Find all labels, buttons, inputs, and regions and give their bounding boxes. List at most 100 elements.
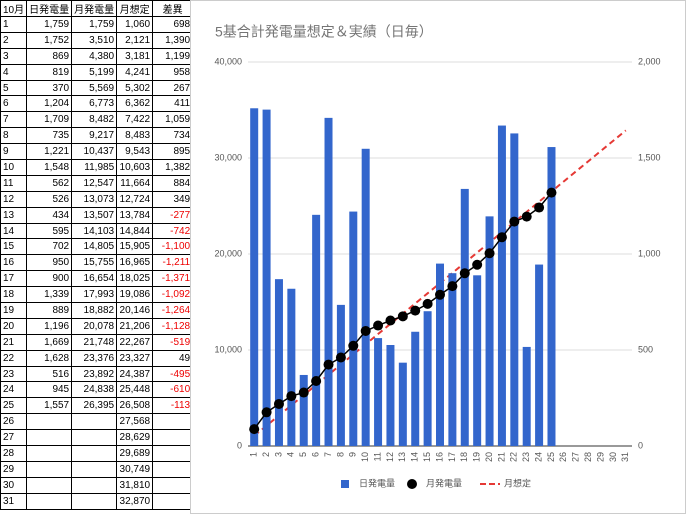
- cell: [71, 476, 118, 494]
- cell: [152, 413, 194, 431]
- cell: 18: [0, 286, 28, 304]
- bar: [324, 117, 333, 446]
- cell: 10: [0, 159, 28, 176]
- cell: 6,773: [71, 95, 118, 113]
- cell: 735: [26, 127, 73, 145]
- bar: [460, 188, 469, 447]
- cell: 1,557: [26, 397, 73, 415]
- cell: 702: [26, 238, 73, 256]
- cell: -113: [152, 397, 194, 415]
- table-row: 8 735 9,217 8,483 734: [0, 127, 194, 145]
- x-tick-label: 5: [298, 452, 308, 457]
- cell: 8,483: [116, 127, 154, 145]
- x-tick-label: 15: [422, 452, 432, 462]
- header-cell: 日発電量: [26, 0, 73, 17]
- cell: -1,264: [152, 302, 194, 319]
- cell: 945: [26, 381, 73, 399]
- table-row: 2 1,752 3,510 2,121 1,390: [0, 31, 194, 49]
- cell: 49: [152, 349, 194, 367]
- table-row: 5 370 5,569 5,302 267: [0, 79, 194, 97]
- cell: [71, 413, 118, 431]
- y2-tick-label: 2,000: [638, 56, 661, 66]
- cell: 734: [152, 127, 194, 145]
- legend-label: 日発電量: [359, 477, 395, 488]
- table-row: 27 28,629: [0, 429, 194, 447]
- cell: [152, 476, 194, 494]
- point: [373, 320, 384, 331]
- cell: 1,339: [26, 286, 73, 304]
- bar: [274, 279, 283, 446]
- x-tick-label: 25: [546, 452, 556, 462]
- cell: [152, 429, 194, 447]
- cell: 434: [26, 206, 73, 224]
- cell: 17: [0, 270, 28, 288]
- x-tick-label: 6: [311, 452, 321, 457]
- bar: [547, 147, 556, 446]
- cell: 10,437: [71, 143, 118, 161]
- table-row: 14 595 14,103 14,844 -742: [0, 222, 194, 240]
- cell: 889: [26, 302, 73, 319]
- cell: 27: [0, 429, 28, 447]
- x-tick-label: 10: [360, 452, 370, 462]
- point: [496, 232, 507, 243]
- header-cell: 月発電量: [71, 0, 118, 17]
- cell: 5,569: [71, 79, 118, 97]
- cell: 24: [0, 381, 28, 399]
- cell: 1,221: [26, 143, 73, 161]
- y-tick-label: 30,000: [214, 152, 242, 162]
- point: [360, 325, 371, 336]
- cell: 25: [0, 397, 28, 415]
- point: [521, 211, 532, 222]
- cell: [26, 460, 73, 478]
- point: [447, 281, 458, 292]
- table-row: 16 950 15,755 16,965 -1,211: [0, 254, 194, 272]
- cell: 21,748: [71, 333, 118, 351]
- x-tick-label: 31: [620, 452, 630, 462]
- cell: 349: [152, 190, 194, 208]
- cell: 1,060: [116, 16, 154, 33]
- x-tick-label: 1: [249, 452, 259, 457]
- table-row: 15 702 14,805 15,905 -1,100: [0, 238, 194, 256]
- table-row: 20 1,196 20,078 21,206 -1,128: [0, 317, 194, 335]
- cell: [26, 476, 73, 494]
- data-table: 10月 日発電量 月発電量 月想定 差異 1 1,759 1,759 1,060 698 2 1,75…: [0, 0, 194, 510]
- cell: 31,810: [116, 476, 154, 494]
- cell: 4,380: [71, 47, 118, 65]
- cell: 20: [0, 317, 28, 335]
- table-row: 7 1,709 8,482 7,422 1,059: [0, 111, 194, 129]
- x-tick-label: 12: [385, 452, 395, 462]
- cell: 1,628: [26, 349, 73, 367]
- cell: [26, 429, 73, 447]
- table-row: 10 1,548 11,985 10,603 1,382: [0, 159, 194, 176]
- y-tick-label: 20,000: [214, 248, 242, 258]
- cell: 10,603: [116, 159, 154, 176]
- cell: 9,543: [116, 143, 154, 161]
- y-tick-label: 10,000: [214, 344, 242, 354]
- x-tick-label: 8: [335, 452, 345, 457]
- y2-tick-label: 0: [638, 440, 643, 450]
- cell: -1,100: [152, 238, 194, 256]
- table-row: 21 1,669 21,748 22,267 -519: [0, 333, 194, 351]
- cell: 1,059: [152, 111, 194, 129]
- point: [286, 391, 297, 402]
- cell: -277: [152, 206, 194, 224]
- cell: 9,217: [71, 127, 118, 145]
- cell: 13: [0, 206, 28, 224]
- cell: -495: [152, 365, 194, 383]
- table-row: 3 869 4,380 3,181 1,199: [0, 47, 194, 65]
- cell: -519: [152, 333, 194, 351]
- cell: 1,199: [152, 47, 194, 65]
- cell: 698: [152, 16, 194, 33]
- cell: 1,548: [26, 159, 73, 176]
- table-row: 12 526 13,073 12,724 349: [0, 190, 194, 208]
- cell: 1,196: [26, 317, 73, 335]
- cell: 3,510: [71, 31, 118, 49]
- cell: 16,965: [116, 254, 154, 272]
- point: [546, 187, 557, 198]
- cell: 958: [152, 63, 194, 81]
- cell: 21,206: [116, 317, 154, 335]
- legend-swatch: [341, 480, 349, 488]
- cell: 28,629: [116, 429, 154, 447]
- x-tick-label: 2: [261, 452, 271, 457]
- x-tick-label: 22: [509, 452, 519, 462]
